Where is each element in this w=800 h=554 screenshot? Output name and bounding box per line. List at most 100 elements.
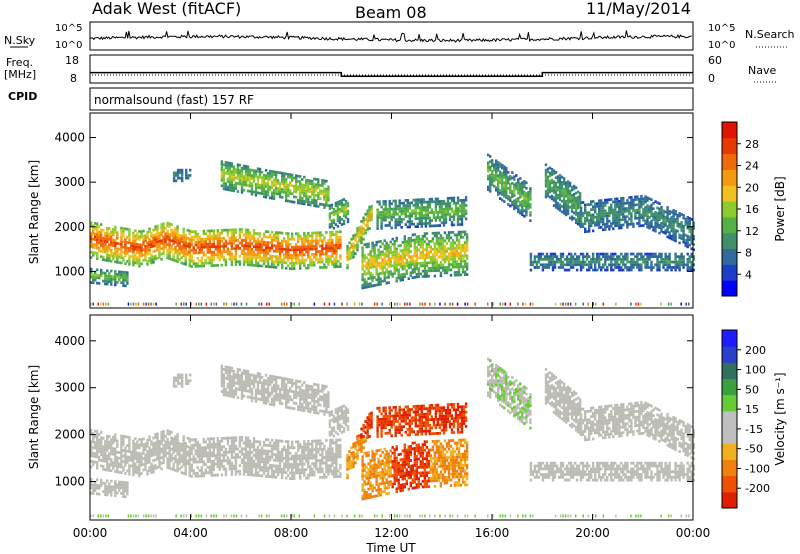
power-cell bbox=[398, 223, 401, 227]
power-cell bbox=[291, 200, 294, 204]
power-cell bbox=[386, 210, 389, 214]
power-cell bbox=[276, 258, 280, 261]
power-cell bbox=[307, 179, 310, 182]
velocity-cell bbox=[138, 457, 141, 461]
power-cell bbox=[562, 198, 566, 202]
power-cell bbox=[98, 230, 101, 234]
power-cell bbox=[236, 174, 240, 177]
power-cell bbox=[511, 203, 514, 207]
power-cell bbox=[513, 202, 516, 205]
power-cell bbox=[566, 209, 570, 213]
power-cell bbox=[246, 228, 250, 232]
velocity-cell bbox=[188, 437, 191, 441]
power-cell bbox=[398, 207, 401, 211]
velocity-cell bbox=[206, 460, 209, 463]
power-cell bbox=[90, 273, 93, 276]
power-cell bbox=[572, 198, 576, 201]
power-cell bbox=[411, 268, 414, 272]
power-cell bbox=[346, 258, 349, 262]
power-cell bbox=[272, 197, 276, 200]
power-cell bbox=[686, 224, 689, 227]
power-cell bbox=[238, 260, 242, 263]
power-cell bbox=[182, 246, 185, 249]
power-cell bbox=[126, 246, 129, 250]
power-cell bbox=[168, 238, 171, 242]
velocity-cell bbox=[192, 438, 195, 442]
power-cell bbox=[327, 190, 330, 194]
power-cell bbox=[281, 177, 284, 180]
power-cell bbox=[614, 219, 617, 222]
power-cell bbox=[400, 210, 403, 213]
power-cell bbox=[409, 239, 412, 243]
power-cell bbox=[124, 279, 127, 282]
power-cell bbox=[457, 273, 461, 277]
power-cell bbox=[644, 211, 647, 215]
power-cell bbox=[517, 181, 520, 184]
power-cell bbox=[321, 184, 324, 188]
power-cell bbox=[368, 211, 371, 214]
power-cell bbox=[642, 197, 645, 201]
power-cell bbox=[429, 266, 433, 270]
power-cell bbox=[419, 251, 422, 254]
power-cell bbox=[598, 255, 601, 258]
velocity-cell bbox=[140, 463, 143, 467]
power-cell bbox=[393, 239, 396, 243]
power-cell bbox=[487, 177, 490, 181]
power-cell bbox=[491, 178, 494, 181]
power-cell bbox=[344, 202, 348, 206]
power-cell bbox=[554, 171, 558, 174]
velocity-cell bbox=[216, 445, 219, 449]
velocity-cell bbox=[196, 466, 199, 469]
power-cell bbox=[330, 219, 334, 223]
power-cell bbox=[262, 256, 266, 260]
power-cell bbox=[230, 247, 234, 250]
power-cell bbox=[301, 248, 304, 251]
power-cell bbox=[369, 263, 372, 267]
power-cell bbox=[427, 250, 431, 254]
power-noise bbox=[223, 302, 225, 306]
power-cell bbox=[367, 285, 370, 289]
velocity-cell bbox=[200, 446, 203, 450]
power-cell bbox=[559, 252, 563, 256]
power-cell bbox=[317, 260, 320, 264]
power-cell bbox=[375, 283, 378, 287]
power-cell bbox=[240, 169, 244, 173]
power-cell bbox=[210, 258, 213, 262]
power-cell bbox=[120, 245, 123, 249]
velocity-cell bbox=[208, 446, 211, 449]
power-cell bbox=[529, 192, 532, 196]
power-cell bbox=[254, 183, 258, 186]
power-cell bbox=[289, 200, 292, 203]
power-cell bbox=[632, 258, 635, 261]
power-cell bbox=[264, 235, 268, 239]
power-noise bbox=[132, 302, 135, 306]
power-cell bbox=[670, 268, 673, 272]
power-cell bbox=[160, 225, 163, 229]
power-cell bbox=[684, 217, 687, 221]
power-cell bbox=[122, 240, 125, 244]
nave-label: Nave bbox=[748, 64, 776, 77]
power-cell bbox=[407, 237, 410, 240]
power-cell bbox=[278, 182, 282, 185]
power-cell bbox=[409, 250, 412, 253]
power-cell bbox=[602, 220, 605, 224]
power-cell bbox=[419, 264, 422, 268]
velocity-cell bbox=[160, 433, 163, 437]
power-cell bbox=[246, 250, 250, 253]
power-cell bbox=[513, 175, 516, 179]
power-cell bbox=[130, 242, 133, 245]
power-cell bbox=[335, 236, 338, 239]
velocity-cell bbox=[98, 433, 101, 437]
power-cell bbox=[447, 233, 451, 237]
power-cell bbox=[150, 253, 153, 257]
velocity-cell bbox=[106, 437, 109, 441]
power-cell bbox=[598, 204, 601, 208]
power-cell bbox=[248, 244, 252, 248]
power-cell bbox=[210, 234, 213, 238]
power-cell bbox=[248, 184, 252, 188]
velocity-cell bbox=[156, 452, 159, 455]
power-cell bbox=[379, 280, 382, 283]
power-cell bbox=[252, 264, 256, 267]
power-cell bbox=[674, 263, 677, 267]
power-cell bbox=[122, 256, 125, 260]
